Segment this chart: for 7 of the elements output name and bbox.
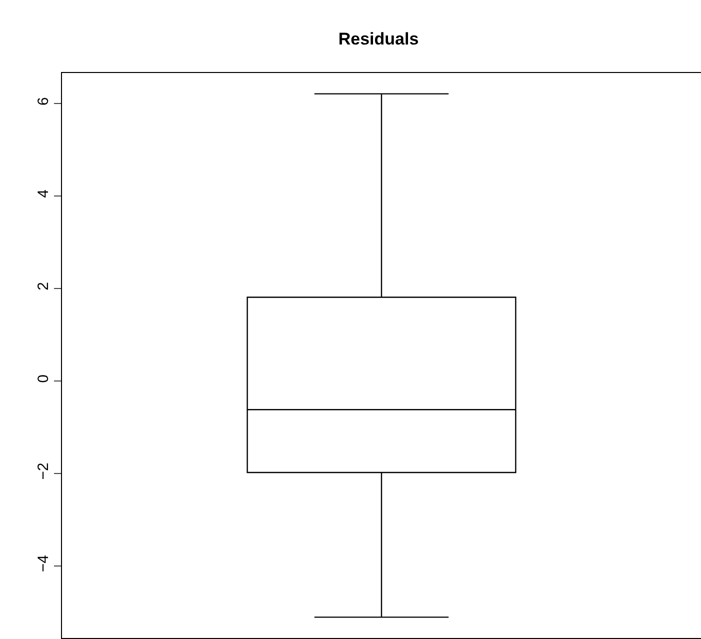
y-tick-label: 6: [35, 97, 52, 106]
y-tick-label: 0: [35, 374, 52, 383]
chart-title: Residuals: [338, 29, 419, 48]
y-tick-label: 4: [35, 190, 52, 198]
y-tick-label: −4: [35, 555, 52, 572]
y-tick-label: 2: [35, 282, 52, 290]
y-tick-label: −2: [35, 462, 52, 480]
